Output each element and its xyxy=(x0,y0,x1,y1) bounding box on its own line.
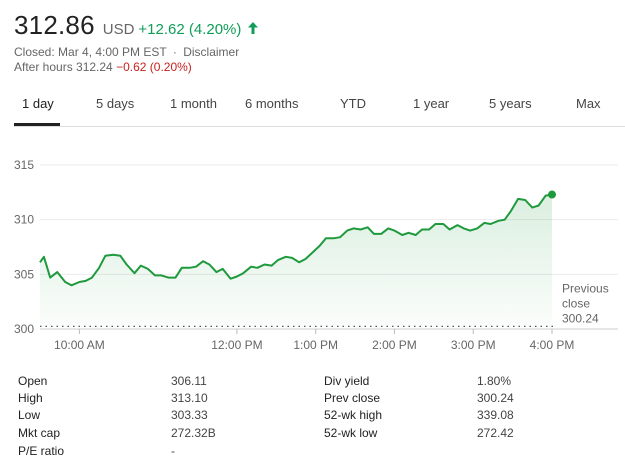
range-tabs: 1 day 5 days 1 month 6 months YTD 1 year… xyxy=(14,86,625,127)
stat-label-pe-ratio: P/E ratio xyxy=(18,444,65,458)
current-price: 312.86 xyxy=(14,10,95,40)
stat-value-open: 306.11 xyxy=(171,374,207,388)
stat-label-prev-close: Prev close xyxy=(324,391,381,405)
stat-value-prev-close: 300.24 xyxy=(477,391,514,405)
market-status: Closed: Mar 4, 4:00 PM EST · Disclaimer xyxy=(14,45,259,60)
price-change: +12.62 (4.20%) xyxy=(138,21,242,38)
x-tick-label: 2:00 PM xyxy=(372,338,417,352)
y-tick-label: 305 xyxy=(14,267,34,281)
x-tick-label: 10:00 AM xyxy=(54,338,105,352)
x-tick-label: 3:00 PM xyxy=(451,338,496,352)
stat-label-52wk-low: 52-wk low xyxy=(324,426,378,440)
separator: · xyxy=(172,45,177,59)
quote-header: 312.86 USD +12.62 (4.20%) Closed: Mar 4,… xyxy=(14,10,259,75)
tab-1-day[interactable]: 1 day xyxy=(22,96,54,111)
tab-5-years[interactable]: 5 years xyxy=(489,96,532,111)
tab-ytd[interactable]: YTD xyxy=(340,96,366,111)
after-hours-price: After hours 312.24 xyxy=(14,60,113,74)
stat-value-high: 313.10 xyxy=(171,391,208,405)
price-chart[interactable]: 315 310 305 300 10:00 AM 12:00 PM 1:00 PM 2:00… xyxy=(0,150,625,360)
stat-label-mkt-cap: Mkt cap xyxy=(18,426,61,440)
currency-code: USD xyxy=(102,21,135,38)
after-hours: After hours 312.24 −0.62 (0.20%) xyxy=(14,60,259,75)
price-line-series xyxy=(39,193,553,287)
y-tick-label: 315 xyxy=(14,158,34,172)
tab-max[interactable]: Max xyxy=(576,96,601,111)
stat-label-low: Low xyxy=(18,408,41,422)
x-tick-label: 1:00 PM xyxy=(293,338,338,352)
stat-label-open: Open xyxy=(18,374,48,388)
previous-close-label-2: close xyxy=(562,296,590,310)
disclaimer-link[interactable]: Disclaimer xyxy=(183,45,240,59)
stat-label-high: High xyxy=(18,391,43,405)
x-tick-label: 12:00 PM xyxy=(211,338,262,352)
y-axis-labels: 315 310 305 300 xyxy=(14,158,34,336)
active-tab-indicator xyxy=(14,123,60,126)
closed-status: Closed: Mar 4, 4:00 PM EST xyxy=(14,45,167,59)
price-line: 312.86 USD +12.62 (4.20%) xyxy=(14,10,259,41)
previous-close-label: Previous xyxy=(562,281,609,295)
after-hours-change: −0.62 (0.20%) xyxy=(116,60,192,74)
tab-1-year[interactable]: 1 year xyxy=(413,96,450,111)
stat-value-pe-ratio: - xyxy=(171,444,175,458)
stat-value-mkt-cap: 272.32B xyxy=(171,426,216,440)
stat-value-low: 303.33 xyxy=(171,408,208,422)
last-price-marker xyxy=(548,190,556,199)
stat-value-div-yield: 1.80% xyxy=(477,374,512,388)
y-tick-label: 310 xyxy=(14,213,34,227)
stat-value-52wk-high: 339.08 xyxy=(477,408,514,422)
x-tick-label: 4:00 PM xyxy=(530,338,575,352)
tab-5-days[interactable]: 5 days xyxy=(96,96,135,111)
x-axis-labels: 10:00 AM 12:00 PM 1:00 PM 2:00 PM 3:00 PM 4:0… xyxy=(54,329,574,352)
tab-1-month[interactable]: 1 month xyxy=(170,96,217,111)
previous-close-value: 300.24 xyxy=(562,311,599,325)
stat-label-52wk-high: 52-wk high xyxy=(324,408,383,422)
stat-label-div-yield: Div yield xyxy=(324,374,370,388)
tab-6-months[interactable]: 6 months xyxy=(245,96,299,111)
y-tick-label: 300 xyxy=(14,322,34,336)
stat-value-52wk-low: 272.42 xyxy=(477,426,514,440)
arrow-up-icon xyxy=(247,21,259,35)
